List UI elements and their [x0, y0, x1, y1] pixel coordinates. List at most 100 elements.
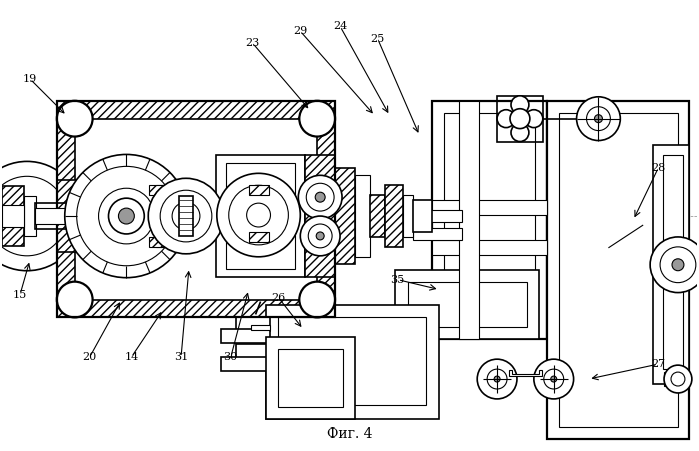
- Text: 28: 28: [651, 163, 665, 173]
- Bar: [35, 208, 89, 224]
- Circle shape: [672, 259, 684, 271]
- Circle shape: [77, 166, 176, 266]
- Circle shape: [497, 110, 515, 128]
- Bar: [335, 168, 355, 264]
- Circle shape: [229, 185, 289, 245]
- Bar: [317, 101, 335, 318]
- Bar: [412, 200, 433, 232]
- Circle shape: [301, 216, 340, 256]
- Circle shape: [65, 154, 188, 278]
- Bar: [249, 185, 268, 195]
- Text: 23: 23: [245, 38, 260, 48]
- Bar: [433, 240, 547, 255]
- Bar: [384, 185, 403, 247]
- Circle shape: [544, 369, 563, 389]
- Circle shape: [148, 178, 224, 254]
- Bar: [459, 101, 480, 339]
- Circle shape: [172, 202, 200, 230]
- Text: 27: 27: [651, 359, 665, 369]
- Bar: [433, 200, 547, 215]
- Text: 31: 31: [174, 352, 188, 362]
- Bar: [547, 101, 689, 439]
- Text: 20: 20: [82, 352, 96, 362]
- Bar: [559, 113, 678, 427]
- Text: 14: 14: [124, 352, 138, 362]
- Circle shape: [315, 192, 325, 202]
- Circle shape: [306, 183, 334, 211]
- Bar: [403, 195, 412, 237]
- Bar: [150, 237, 175, 247]
- Bar: [305, 156, 335, 276]
- Bar: [87, 192, 101, 240]
- Circle shape: [510, 109, 530, 129]
- Circle shape: [525, 110, 543, 128]
- Circle shape: [586, 107, 610, 131]
- Circle shape: [217, 173, 301, 257]
- Circle shape: [577, 97, 620, 141]
- Circle shape: [534, 359, 574, 399]
- Bar: [412, 228, 462, 240]
- Text: 15: 15: [13, 290, 27, 299]
- Text: 25: 25: [370, 34, 385, 44]
- Circle shape: [664, 365, 692, 393]
- Bar: [249, 232, 268, 242]
- Bar: [412, 210, 462, 222]
- Text: 26: 26: [271, 293, 286, 303]
- Bar: [57, 101, 75, 318]
- Circle shape: [477, 359, 517, 399]
- Bar: [278, 318, 426, 405]
- Text: 24: 24: [333, 21, 347, 31]
- Bar: [2, 186, 24, 246]
- Circle shape: [511, 96, 529, 114]
- Bar: [156, 185, 168, 247]
- Bar: [266, 304, 440, 419]
- Bar: [395, 270, 539, 339]
- Circle shape: [57, 282, 92, 318]
- Text: 29: 29: [293, 26, 308, 36]
- Bar: [2, 205, 24, 227]
- Bar: [226, 163, 296, 269]
- Text: 30: 30: [224, 352, 238, 362]
- Circle shape: [298, 175, 342, 219]
- Circle shape: [0, 176, 66, 256]
- Circle shape: [0, 161, 82, 271]
- Bar: [251, 325, 271, 330]
- Bar: [179, 196, 193, 236]
- Bar: [57, 101, 335, 119]
- Bar: [57, 180, 87, 252]
- Bar: [150, 185, 175, 195]
- Bar: [653, 146, 689, 384]
- Text: 35: 35: [391, 275, 405, 285]
- Circle shape: [108, 198, 144, 234]
- Circle shape: [160, 190, 212, 242]
- Circle shape: [671, 372, 685, 386]
- Circle shape: [57, 101, 92, 137]
- Circle shape: [650, 237, 699, 293]
- Circle shape: [316, 232, 324, 240]
- Circle shape: [99, 188, 154, 244]
- Circle shape: [299, 282, 335, 318]
- Circle shape: [511, 124, 529, 142]
- Bar: [221, 357, 271, 371]
- Bar: [370, 195, 384, 237]
- Circle shape: [487, 369, 507, 389]
- Bar: [445, 113, 535, 327]
- Circle shape: [660, 247, 696, 283]
- Bar: [236, 344, 271, 358]
- Circle shape: [118, 208, 134, 224]
- Circle shape: [494, 376, 500, 382]
- Circle shape: [594, 115, 603, 123]
- Bar: [216, 156, 305, 276]
- Text: 19: 19: [23, 74, 37, 84]
- Bar: [266, 337, 355, 419]
- Bar: [57, 101, 335, 318]
- Bar: [278, 349, 343, 407]
- Bar: [221, 329, 271, 343]
- Bar: [57, 299, 335, 318]
- Bar: [433, 101, 547, 339]
- Bar: [35, 203, 89, 229]
- Bar: [24, 196, 36, 236]
- Bar: [663, 156, 683, 369]
- Bar: [355, 175, 370, 257]
- Circle shape: [308, 224, 332, 248]
